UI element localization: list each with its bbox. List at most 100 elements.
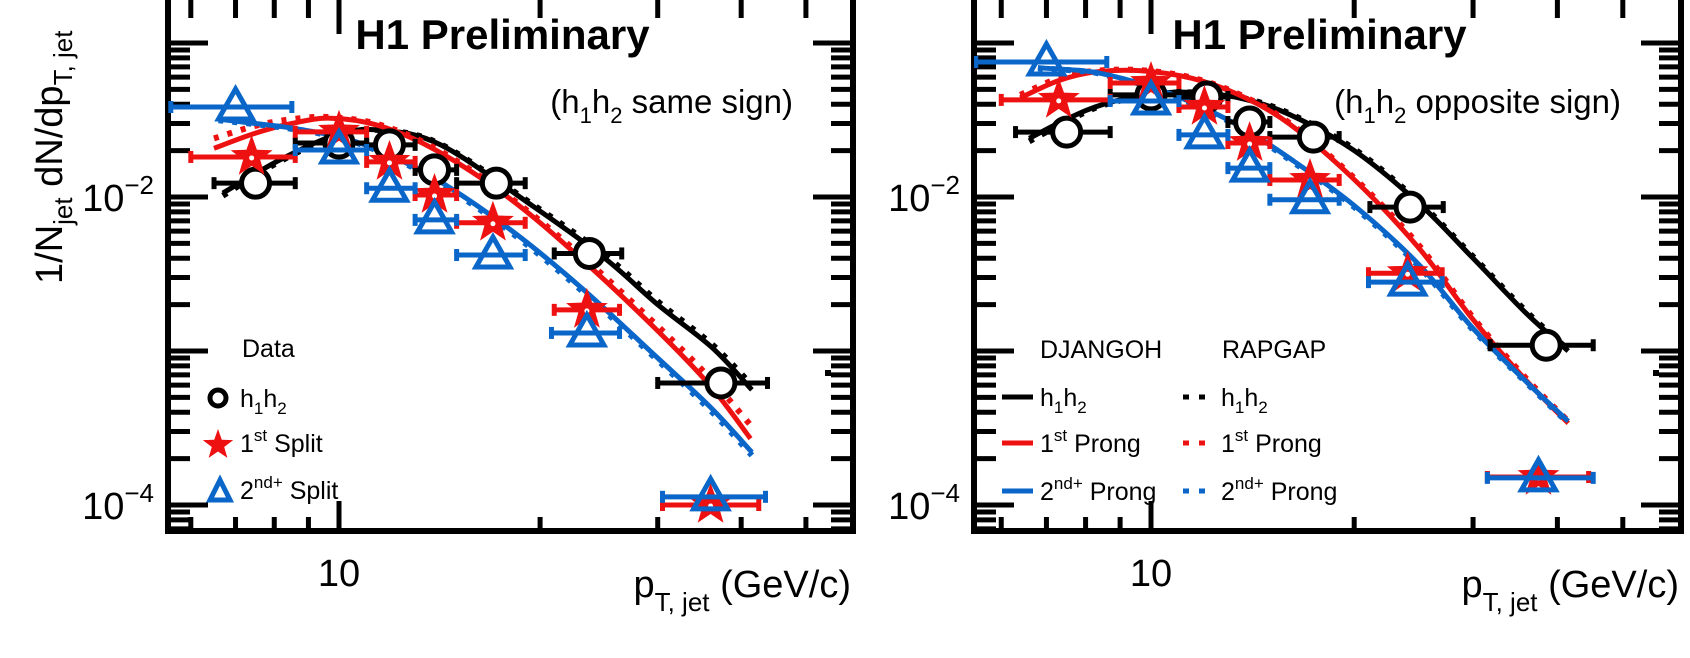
legend-header-rapgap: RAPGAP [1222,336,1326,364]
legend-superscript: st [1235,426,1249,445]
triangle-marker [1129,77,1173,116]
legend-entry: h1h2 [207,385,287,418]
x-axis-title: pT, jet (GeV/c) [633,564,851,617]
data-point-triangle [1484,454,1596,493]
legend-subscript: 1 [1054,398,1063,417]
data-point-triangle [168,83,295,122]
star-marker [1183,85,1226,125]
star-marker [368,139,411,180]
legend-label-main: 2 [1221,478,1235,506]
annot-subscript: 1 [580,103,592,128]
legend-star-icon [202,429,234,458]
data-point-triangle [454,231,528,270]
legend-label-tail: Prong [1083,478,1157,506]
data-point-circle [551,236,625,270]
data-point-triangle [974,38,1110,77]
triangle-marker [1183,111,1226,150]
x-title-p: p [633,564,654,606]
data-point-circle [1267,120,1342,154]
plot-area [974,38,1596,495]
legend-label-main: 2 [1040,478,1054,506]
axis-ticks [168,0,853,532]
annot-part: same sign) [622,83,793,120]
x-axis-title: pT, jet (GeV/c) [1461,564,1679,617]
legend-entry: h1h2 [1002,384,1087,417]
triangle-marker [471,231,515,270]
triangle-marker [565,309,609,348]
y-tick-exponent: −4 [930,478,960,508]
plot-frame [971,0,1684,534]
legend-label-main: h [263,385,277,413]
legend-label: 1st Prong [1221,426,1322,458]
star-marker [689,483,732,523]
data-point-circle [1487,328,1596,362]
sign-annotation: (h1h2 opposite sign) [1334,83,1621,128]
triangle-marker [413,196,456,235]
stray-mark [825,370,831,376]
data-point-circle [1367,190,1446,224]
legend-label-tail: Prong [1067,430,1141,458]
data-point-triangle [548,309,623,348]
data-point-triangle [1107,77,1182,116]
legend-entry: 1st Prong [1002,426,1141,458]
data-point-circle [454,166,528,200]
y-tick-base: 10 [82,178,124,220]
triangle-marker [1288,176,1332,215]
y-tick-label: 10−2 [888,170,960,220]
legend-header: Data [242,335,295,363]
legend-circle-icon [207,387,229,409]
data-point-triangle [364,165,418,203]
circle-marker [479,166,513,200]
legend-header-djangoh: DJANGOH [1040,336,1162,364]
legend-entry: 2nd+ Prong [1002,474,1156,506]
triangle-marker [1386,259,1429,297]
x-title-unit: (GeV/c) [710,564,851,606]
annot-part: opposite sign) [1406,83,1621,120]
legend-label-tail: Split [267,430,323,458]
legend-subscript: 1 [254,399,263,418]
legend-superscript: nd+ [254,473,283,492]
star-marker [566,287,608,328]
plot-title: H1 Preliminary [1172,11,1467,58]
circle-marker [1050,115,1084,149]
legend-triangle-icon [205,474,235,503]
circle-marker [572,236,606,270]
circle-marker [239,166,273,200]
y-tick-label: 10−4 [82,478,154,528]
data-point-triangle [412,196,460,235]
legend-label: 2nd+ Prong [1221,474,1337,506]
circle-marker [1529,328,1563,362]
star-center [1056,98,1062,104]
data-point-triangle [1267,176,1342,215]
legend-subscript: 2 [1077,398,1086,417]
legend-entry: 2nd+ Split [205,473,338,505]
y-tick-base: 10 [888,178,930,220]
legend-label: 1st Split [240,426,323,458]
y-tick-label: 10−2 [82,170,154,220]
legend-entry: 1st Prong [1183,426,1322,458]
legend-label: 2nd+ Split [240,473,338,505]
legend-entry: 2nd+ Prong [1183,474,1337,506]
x-tick-label: 10 [318,553,360,595]
circle-marker [704,366,738,400]
star-marker [1037,77,1080,118]
legend-label-main: h [1221,384,1235,412]
y-tick-exponent: −2 [930,170,960,200]
triangle-marker [1517,454,1560,493]
curve-djangoh-1st-prong [1019,67,1570,425]
triangle-marker [1025,38,1068,77]
legend-label-main: h [1244,384,1258,412]
curve-rapgap-2nd-prong [1037,65,1571,426]
star-marker [1228,121,1271,161]
legend-label-tail: Prong [1248,430,1322,458]
data-point-circle [655,366,771,400]
plot-area [168,83,771,523]
y-tick-exponent: −4 [124,478,154,508]
curve-djangoh-1st-prong [213,115,753,441]
legend-label-main: h [240,385,254,413]
annot-subscript: 2 [610,103,622,128]
star-center [432,193,438,199]
legend-label-main: 1 [1221,430,1235,458]
star-marker [413,173,456,213]
